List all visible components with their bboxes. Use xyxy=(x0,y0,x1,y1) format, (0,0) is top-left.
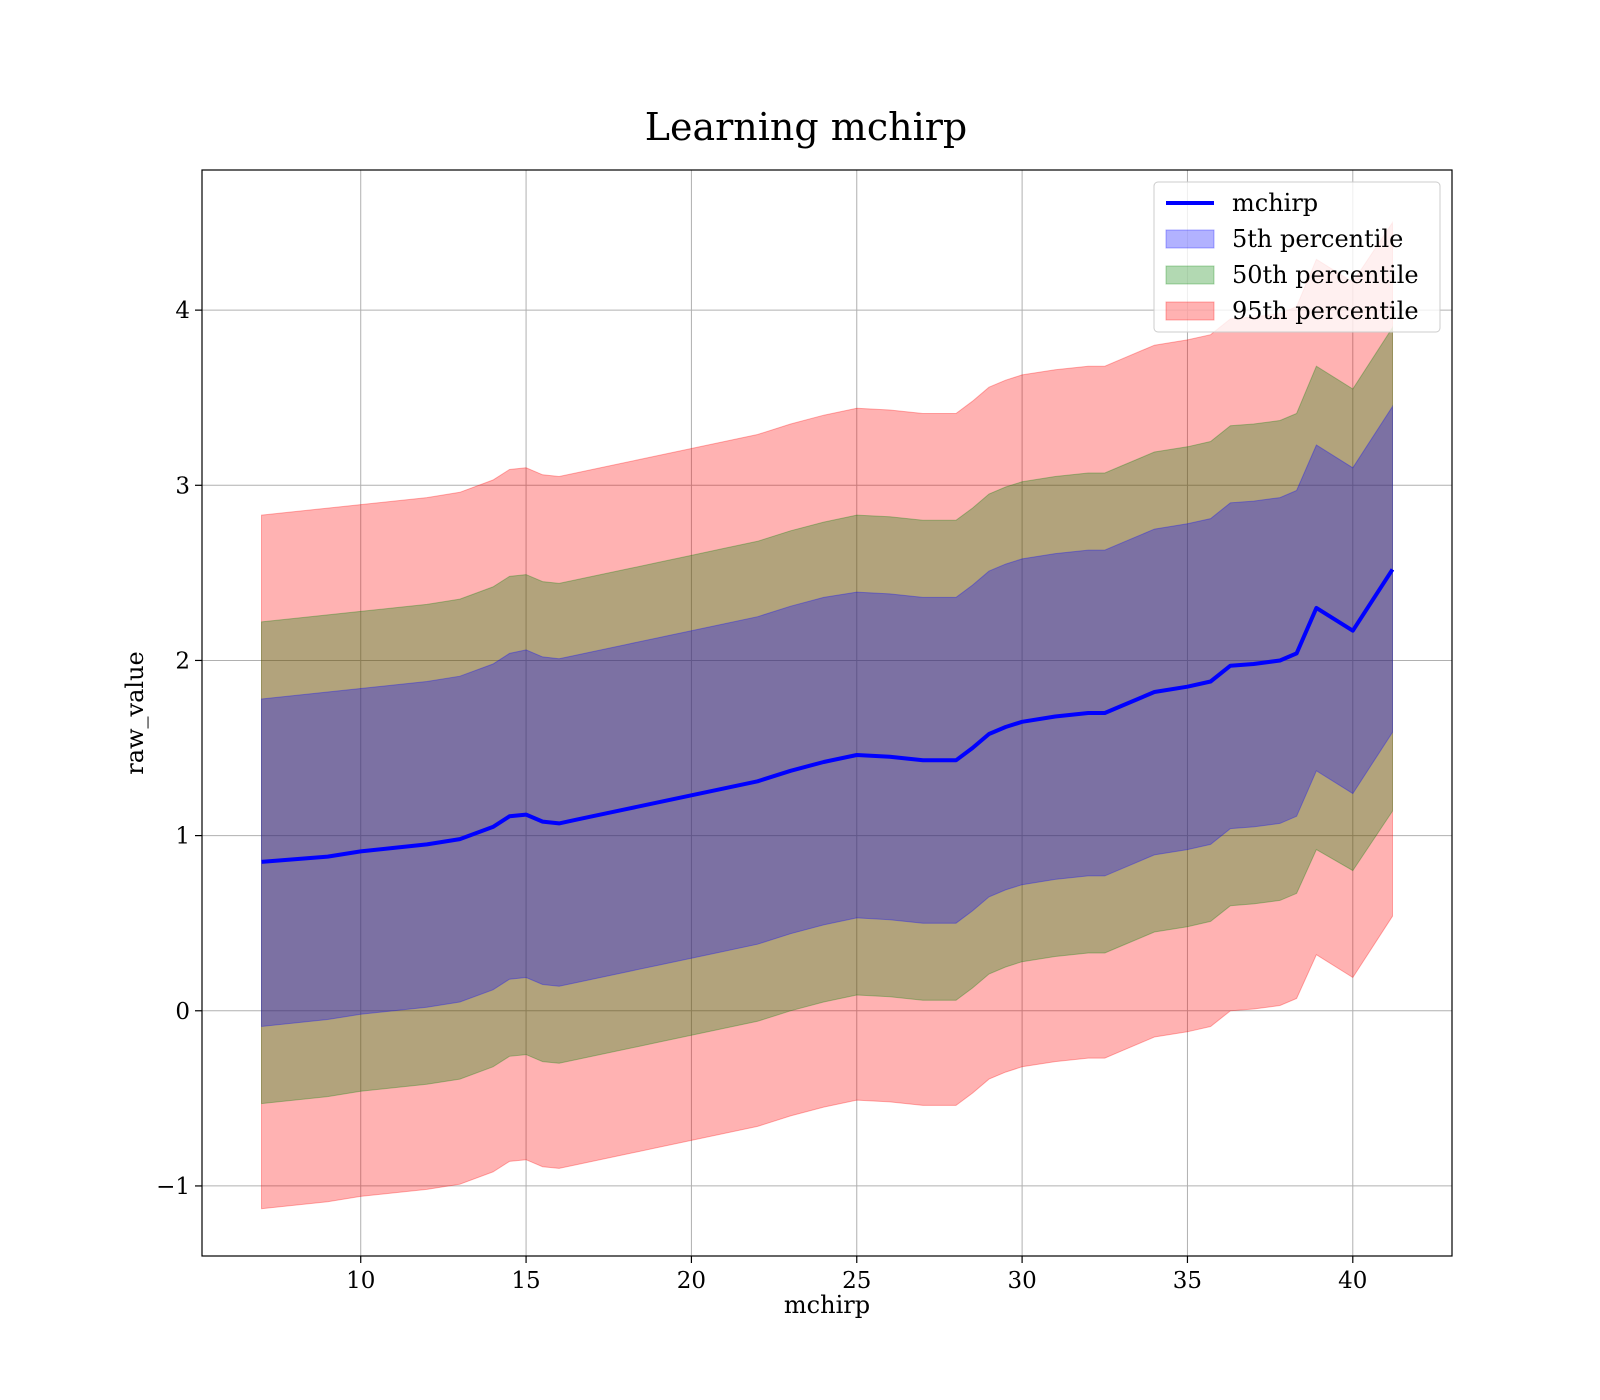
y-tick-label: 0 xyxy=(175,999,190,1025)
x-tick-label: 35 xyxy=(1173,1268,1202,1294)
legend-label: 50th percentile xyxy=(1232,261,1419,289)
legend-label: mchirp xyxy=(1232,189,1318,217)
x-tick-label: 30 xyxy=(1007,1268,1036,1294)
legend: mchirp 5th percentile 50th percentile 95th … xyxy=(1153,181,1441,333)
legend-swatch-patch xyxy=(1165,301,1215,321)
chart-title: Learning mchirp xyxy=(645,105,967,149)
x-axis-ticks: 10 15 20 25 30 35 40 xyxy=(346,1256,1367,1294)
plot-frame xyxy=(201,169,1453,1257)
band-50th-percentile xyxy=(261,325,1393,1105)
x-tick-label: 40 xyxy=(1338,1268,1367,1294)
x-tick-label: 15 xyxy=(511,1268,540,1294)
grid xyxy=(202,170,1452,1256)
percentile-bands xyxy=(261,220,1393,1210)
legend-swatch-patch xyxy=(1165,229,1215,249)
y-tick-label: 1 xyxy=(175,824,190,850)
y-tick-label: 2 xyxy=(175,648,190,674)
legend-label: 5th percentile xyxy=(1232,225,1403,253)
legend-box xyxy=(1153,181,1441,333)
y-tick-label: 4 xyxy=(175,298,190,324)
y-tick-label: 3 xyxy=(175,473,190,499)
y-tick-label: −1 xyxy=(156,1174,190,1200)
band-5th-percentile xyxy=(261,404,1393,1028)
legend-swatch-patch xyxy=(1165,265,1215,285)
legend-label: 95th percentile xyxy=(1232,297,1419,325)
y-axis-ticks: −1 0 1 2 3 4 xyxy=(156,298,202,1200)
mchirp-line xyxy=(261,568,1395,864)
x-axis-label: mchirp xyxy=(784,1291,870,1319)
y-axis-label: raw_value xyxy=(121,651,149,775)
series-line xyxy=(261,568,1395,864)
band-95th-percentile xyxy=(261,220,1393,1210)
x-tick-label: 20 xyxy=(677,1268,706,1294)
x-tick-label: 25 xyxy=(842,1268,871,1294)
x-tick-label: 10 xyxy=(346,1268,375,1294)
